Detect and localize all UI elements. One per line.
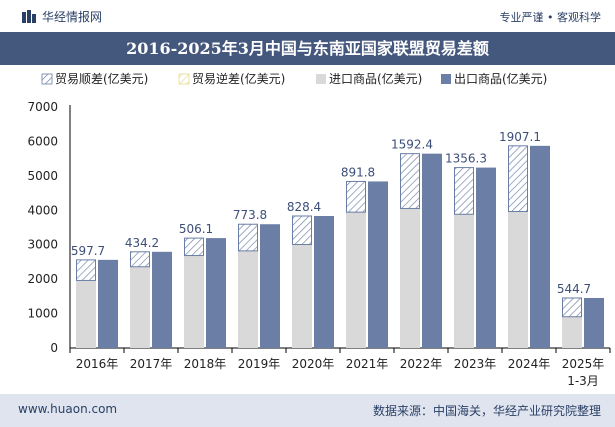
x-tick-label: 2019年	[238, 357, 281, 371]
surplus-data-label: 1907.1	[499, 130, 541, 144]
surplus-data-label: 773.8	[233, 208, 267, 222]
chart-title: 2016-2025年3月中国与东南亚国家联盟贸易差额	[0, 32, 615, 65]
export-bar	[260, 224, 280, 348]
surplus-data-label: 891.8	[341, 165, 375, 179]
export-bar	[368, 181, 388, 348]
y-tick-label: 2000	[27, 272, 58, 286]
surplus-bar	[238, 223, 258, 252]
legend-label-surplus: 贸易顺差(亿美元)	[55, 71, 148, 86]
surplus-data-label: 1356.3	[445, 152, 487, 166]
x-tick-label: 2022年	[400, 357, 443, 371]
import-bar	[238, 250, 258, 348]
import-bar	[454, 214, 474, 348]
top-bar: 华经情报网 专业严谨 • 客观科学	[0, 0, 615, 32]
x-tick-label: 2016年	[76, 357, 119, 371]
footer-site: www.huaon.com	[18, 402, 118, 416]
brand-name: 华经情报网	[42, 10, 103, 24]
surplus-bar	[76, 259, 96, 281]
surplus-bar	[400, 153, 420, 209]
import-bar	[184, 255, 204, 348]
legend-swatch-surplus	[41, 73, 53, 85]
legend-swatch-import	[316, 74, 326, 84]
import-bar	[76, 280, 96, 348]
export-bar	[206, 238, 226, 348]
export-bar	[422, 153, 442, 348]
surplus-bar	[184, 237, 204, 257]
export-bar	[152, 251, 172, 348]
x-tick-label-line2: 1-3月	[567, 374, 599, 388]
export-bar	[530, 145, 550, 348]
export-bar	[314, 216, 334, 348]
x-tick-label: 2023年	[454, 357, 497, 371]
import-bar	[400, 208, 420, 348]
y-tick-label: 4000	[27, 203, 58, 217]
surplus-bar	[562, 297, 582, 318]
import-bar	[346, 212, 366, 348]
surplus-data-label: 506.1	[179, 222, 213, 236]
x-tick-label: 2024年	[508, 357, 551, 371]
surplus-data-label: 434.2	[125, 236, 159, 250]
y-tick-label: 1000	[27, 307, 58, 321]
surplus-bar	[292, 215, 312, 246]
brand: 华经情报网	[22, 8, 102, 25]
x-tick-label: 2018年	[184, 357, 227, 371]
surplus-bar	[346, 180, 366, 213]
y-tick-label: 0	[50, 341, 58, 355]
footer: www.huaon.com 数据来源：中国海关，华经产业研究院整理	[0, 394, 615, 427]
x-tick-label: 2025年	[562, 357, 605, 371]
footer-source: 数据来源：中国海关，华经产业研究院整理	[372, 404, 601, 418]
export-bar	[98, 259, 118, 348]
surplus-data-label: 597.7	[71, 244, 105, 258]
surplus-bar	[454, 167, 474, 215]
legend-label-export: 出口商品(亿美元)	[454, 71, 547, 86]
import-bar	[562, 316, 582, 348]
y-tick-label: 3000	[27, 238, 58, 252]
import-bar	[292, 244, 312, 348]
logo-icon	[22, 9, 36, 23]
surplus-data-label: 544.7	[557, 282, 591, 296]
x-tick-label: 2017年	[130, 357, 173, 371]
import-bar	[508, 211, 528, 348]
import-bar	[130, 266, 150, 348]
x-tick-label: 2020年	[292, 357, 335, 371]
y-tick-label: 7000	[27, 100, 58, 114]
export-bar	[584, 297, 604, 348]
legend-label-deficit: 贸易逆差(亿美元)	[192, 71, 285, 86]
surplus-bar	[508, 145, 528, 212]
surplus-data-label: 1592.4	[391, 138, 433, 152]
legend-swatch-export	[441, 74, 451, 84]
export-bar	[476, 167, 496, 348]
surplus-data-label: 828.4	[287, 200, 321, 214]
legend-label-import: 进口商品(亿美元)	[329, 71, 422, 86]
surplus-bar	[130, 251, 150, 268]
tagline: 专业严谨 • 客观科学	[499, 11, 601, 24]
y-tick-label: 6000	[27, 134, 58, 148]
x-tick-label: 2021年	[346, 357, 389, 371]
bar-chart: 贸易顺差(亿美元) 贸易逆差(亿美元) 进口商品(亿美元) 出口商品(亿美元) 0 100…	[27, 71, 611, 388]
legend-swatch-deficit	[178, 73, 190, 85]
y-tick-label: 5000	[27, 169, 58, 183]
